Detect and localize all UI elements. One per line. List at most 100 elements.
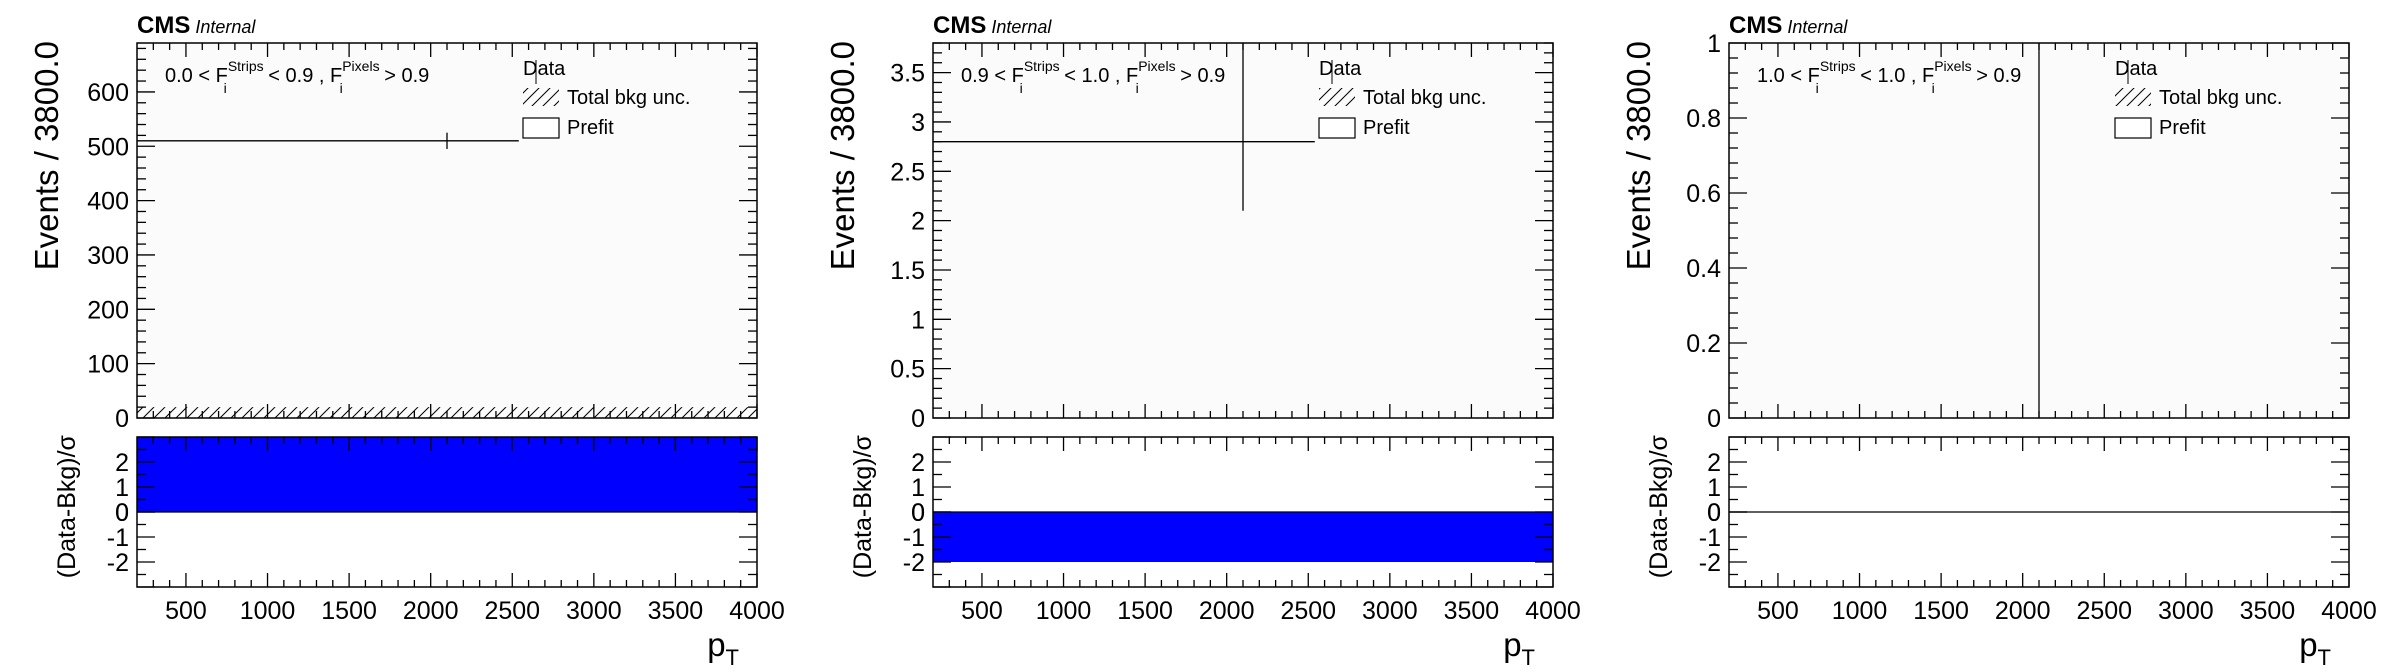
chart-panel-2: 0 0.5 1 1.5 2 2.5 3 3.5 Events / 3800.0 CMS Inter…: [824, 12, 1581, 670]
legend-prefit-label: Prefit: [1363, 117, 1410, 139]
legend-prefit-label: Prefit: [2159, 117, 2206, 139]
ratio-y-tick-label: 0: [115, 499, 129, 527]
legend-unc-label: Total bkg unc.: [567, 87, 690, 109]
cms-label-text: CMS: [137, 12, 190, 39]
region-label-sup: Pixels: [1934, 58, 1971, 74]
ratio-y-tick-label: 0: [1707, 499, 1721, 527]
legend-prefit-swatch: [2114, 117, 2152, 139]
x-tick-label: 4000: [2321, 597, 2377, 625]
chart-panel-1: 0 100 200 300 400 500 600 Events / 3800.0 CMS In…: [28, 12, 785, 670]
y-tick-label: 2: [911, 208, 925, 236]
x-axis-title: pT: [2299, 626, 2331, 670]
legend-data-label: Data: [523, 58, 566, 80]
legend-unc-swatch: [523, 88, 559, 106]
region-label-sup: Pixels: [342, 58, 379, 74]
pull-bar: [137, 437, 757, 512]
y-tick-label: 0.4: [1686, 255, 1721, 283]
y-tick-label: 1: [1707, 30, 1721, 58]
ratio-y-tick-label: -2: [107, 549, 129, 577]
ratio-y-tick-label: 0: [911, 499, 925, 527]
region-label-sub: i: [224, 80, 227, 96]
ratio-y-tick-label: -1: [107, 524, 129, 552]
cms-label: CMS Internal: [137, 12, 256, 39]
x-tick-label: 1500: [321, 597, 377, 625]
region-label-part: 0.0 < F: [165, 65, 228, 87]
y-tick-label: 0: [1707, 405, 1721, 433]
y-tick-label: 0: [911, 405, 925, 433]
x-axis-title-main: p: [2299, 626, 2317, 663]
x-tick-label: 2000: [403, 597, 459, 625]
region-label-sup: Pixels: [1138, 58, 1175, 74]
x-tick-label: 2000: [1199, 597, 1255, 625]
x-axis-title-sub: T: [1522, 645, 1535, 670]
region-label-sub: i: [1816, 80, 1819, 96]
pull-bar: [933, 512, 1553, 562]
x-tick-label: 2500: [484, 597, 540, 625]
region-label-part: 1.0 < F: [1757, 65, 1820, 87]
x-axis-title-sub: T: [726, 645, 739, 670]
legend-data-label: Data: [2115, 58, 2158, 80]
region-label-part: < 1.0 , F: [1855, 65, 1934, 87]
legend-data-label: Data: [1319, 58, 1362, 80]
y-tick-label: 2.5: [890, 158, 925, 186]
x-tick-label: 1000: [1036, 597, 1092, 625]
ratio-y-tick-label: -1: [1699, 524, 1721, 552]
y-tick-label: 400: [87, 188, 129, 216]
region-label-sup: Strips: [228, 58, 264, 74]
region-label-part: > 0.9: [379, 65, 430, 87]
ratio-y-tick-label: 2: [1707, 449, 1721, 477]
region-label-part: 0.9 < F: [961, 65, 1024, 87]
legend-prefit-swatch: [1318, 117, 1356, 139]
x-tick-label: 2500: [2076, 597, 2132, 625]
region-label-sub: i: [1136, 80, 1139, 96]
cms-label-text: CMS: [1729, 12, 1782, 39]
x-tick-label: 500: [1757, 597, 1799, 625]
y-tick-label: 600: [87, 79, 129, 107]
internal-label-text: Internal: [1782, 17, 1848, 37]
y-tick-label: 0.6: [1686, 180, 1721, 208]
legend-prefit-label: Prefit: [567, 117, 614, 139]
legend-unc-swatch: [2115, 88, 2151, 106]
ratio-y-tick-label: 0: [911, 499, 925, 527]
y-tick-label: 0.5: [890, 356, 925, 384]
chart-panel-3: 0 0.2 0.4 0.6 0.8 1 Events / 3800.0 CMS Interna…: [1620, 12, 2377, 670]
ratio-y-tick-label: 2: [911, 449, 925, 477]
ratio-y-tick-label: -2: [1699, 549, 1721, 577]
x-tick-label: 1500: [1117, 597, 1173, 625]
x-tick-label: 3500: [1444, 597, 1500, 625]
region-label-part: < 1.0 , F: [1059, 65, 1138, 87]
x-axis-title-main: p: [707, 626, 725, 663]
x-tick-label: 4000: [1525, 597, 1581, 625]
cms-label-text: CMS: [933, 12, 986, 39]
x-tick-label: 3000: [2158, 597, 2214, 625]
x-tick-label: 2500: [1280, 597, 1336, 625]
x-tick-label: 2000: [1995, 597, 2051, 625]
region-label-part: < 0.9 , F: [263, 65, 342, 87]
x-tick-label: 1500: [1913, 597, 1969, 625]
legend-unc-label: Total bkg unc.: [1363, 87, 1486, 109]
y-axis-title: Events / 3800.0: [824, 41, 861, 270]
region-label: 0.9 < FStrips i < 1.0 , FPixels i > 0.9: [961, 58, 1225, 96]
cms-label: CMS Internal: [933, 12, 1052, 39]
y-tick-label: 1: [911, 306, 925, 334]
region-label-sup: Strips: [1024, 58, 1060, 74]
region-label-part: > 0.9: [1971, 65, 2022, 87]
ratio-y-tick-label: 0: [115, 499, 129, 527]
x-tick-label: 500: [165, 597, 207, 625]
y-axis-title: Events / 3800.0: [1620, 41, 1657, 270]
internal-label-text: Internal: [190, 17, 256, 37]
legend-prefit-swatch: [522, 117, 560, 139]
ratio-y-tick-label: -1: [903, 524, 925, 552]
x-tick-label: 4000: [729, 597, 785, 625]
y-tick-label: 0: [115, 405, 129, 433]
y-tick-label: 100: [87, 351, 129, 379]
x-tick-label: 1000: [1832, 597, 1888, 625]
ratio-y-axis-title: (Data-Bkg)/σ: [849, 434, 877, 578]
region-label: 1.0 < FStrips i < 1.0 , FPixels i > 0.9: [1757, 58, 2021, 96]
y-tick-label: 3: [911, 109, 925, 137]
ratio-y-axis-title: (Data-Bkg)/σ: [53, 434, 81, 578]
region-label-sub: i: [1020, 80, 1023, 96]
x-tick-label: 3000: [1362, 597, 1418, 625]
region-label-sub: i: [1932, 80, 1935, 96]
